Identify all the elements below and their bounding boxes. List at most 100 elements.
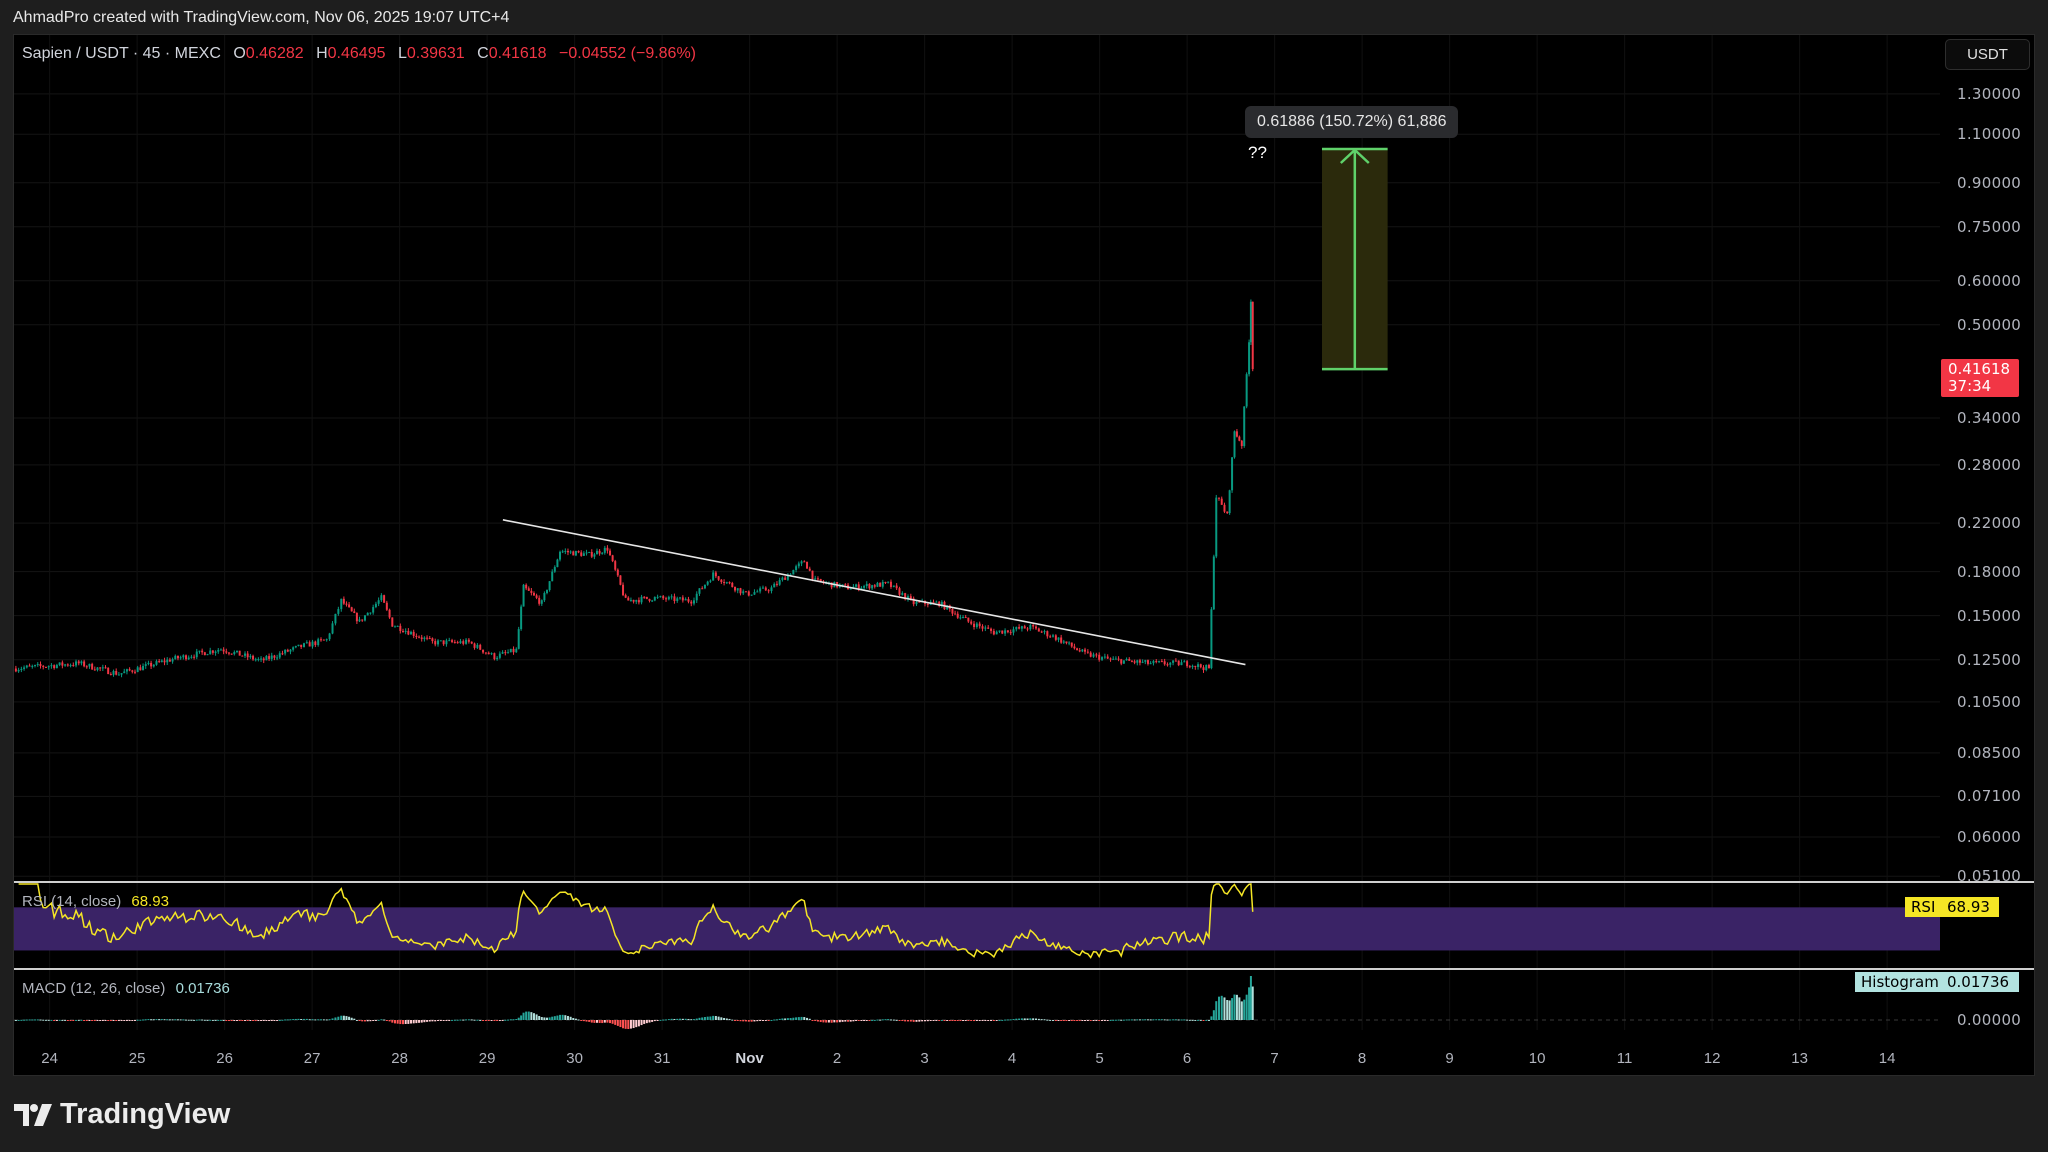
candle (1245, 372, 1248, 409)
candle-body (987, 627, 990, 629)
candle (20, 666, 23, 673)
candle-body (107, 667, 110, 675)
candle (773, 582, 776, 588)
candle-body (415, 635, 418, 637)
candle-body (348, 604, 351, 608)
macd-histogram-bar (152, 1019, 155, 1021)
text-annotation[interactable]: ?? (1248, 143, 1267, 162)
currency-button[interactable]: USDT (1945, 39, 2030, 70)
macd-histogram-bar (396, 1020, 399, 1024)
macd-histogram-bar (20, 1019, 23, 1021)
candle (64, 663, 67, 667)
macd-histogram-bar (58, 1019, 61, 1021)
candle-body (951, 608, 954, 614)
candle-body (325, 639, 328, 641)
macd-histogram-bar (651, 1020, 654, 1022)
candle-body (734, 586, 737, 591)
candle (806, 561, 809, 569)
candle-body (992, 630, 995, 635)
price-tick-label: 0.12500 (1957, 650, 2022, 669)
last-price: 0.41618 (1948, 360, 2011, 378)
macd-histogram-bar (884, 1019, 887, 1021)
candle-body (1226, 511, 1229, 514)
candle-body (314, 641, 317, 645)
candle-body (133, 671, 136, 673)
candle-body (1174, 660, 1177, 662)
macd-histogram-bar (305, 1018, 308, 1020)
candle (598, 549, 601, 556)
candle (176, 655, 179, 661)
macd-histogram-bar (31, 1019, 34, 1021)
candle-body (125, 669, 128, 672)
macd-histogram-bar (190, 1019, 193, 1021)
candle-body (80, 661, 83, 664)
rsi-legend[interactable]: RSI (14, close) 68.93 (22, 893, 169, 910)
macd-histogram-bar (847, 1020, 850, 1022)
candle (876, 581, 879, 588)
chart-frame[interactable] (13, 34, 2035, 1076)
macd-histogram-bar (938, 1020, 941, 1021)
candle-body (681, 597, 684, 601)
candle (249, 653, 252, 659)
candle-body (163, 660, 166, 663)
macd-histogram-bar (383, 1019, 386, 1021)
candle (679, 596, 682, 600)
candle-body (152, 664, 155, 667)
price-tick-label: 0.07100 (1957, 787, 2022, 806)
symbol-legend: Sapien / USDT · 45 · MEXC O0.46282 H0.46… (22, 45, 696, 63)
macd-histogram-bar (225, 1020, 228, 1021)
candle (1065, 641, 1068, 645)
candle (527, 586, 530, 591)
candle (690, 600, 693, 607)
macd-histogram-bar (393, 1020, 396, 1024)
tradingview-logo[interactable]: TradingView (14, 1098, 230, 1131)
candle-body (252, 655, 255, 660)
candle (426, 635, 429, 641)
macd-histogram-bar (611, 1020, 614, 1024)
candle-body (1117, 658, 1120, 660)
candle-body (1073, 646, 1076, 649)
candle-body (1032, 625, 1035, 627)
macd-histogram-bar (525, 1011, 528, 1020)
symbol-name[interactable]: Sapien / USDT · 45 · MEXC (22, 45, 221, 62)
candle (1035, 625, 1038, 630)
candle-body (439, 640, 442, 642)
candle (706, 580, 709, 586)
candle-body (582, 553, 585, 556)
candle-body (540, 600, 543, 604)
candle-body (363, 615, 366, 621)
candle-body (75, 661, 78, 666)
candle (1238, 435, 1241, 442)
candle (1220, 496, 1223, 505)
candle-body (1089, 652, 1092, 657)
macd-histogram-bar (142, 1019, 145, 1021)
candle-body (635, 600, 638, 602)
time-tick-label: 5 (1095, 1050, 1104, 1067)
candle-body (320, 639, 323, 641)
candle (451, 638, 454, 644)
macd-histogram-bar (635, 1020, 638, 1028)
candle (1103, 653, 1106, 659)
candle-body (640, 596, 643, 603)
macd-histogram-bar (690, 1019, 693, 1021)
macd-histogram-bar (179, 1019, 182, 1021)
candle (1089, 651, 1092, 658)
candle-body (187, 657, 190, 660)
macd-histogram-bar (399, 1020, 402, 1025)
candle-body (1180, 662, 1183, 666)
candle-body (926, 603, 929, 605)
candle (1078, 647, 1081, 653)
candle (284, 649, 287, 656)
candle (241, 655, 244, 657)
candle (168, 657, 171, 662)
macd-histogram-bar (1152, 1019, 1155, 1021)
candle-body (428, 638, 431, 640)
candle-body (901, 593, 904, 595)
macd-legend[interactable]: MACD (12, 26, close) 0.01736 (22, 980, 230, 997)
candle (1186, 659, 1189, 668)
macd-histogram-bar (361, 1020, 364, 1022)
macd-histogram-bar (827, 1020, 830, 1023)
candle (479, 643, 482, 651)
candle (656, 594, 659, 599)
